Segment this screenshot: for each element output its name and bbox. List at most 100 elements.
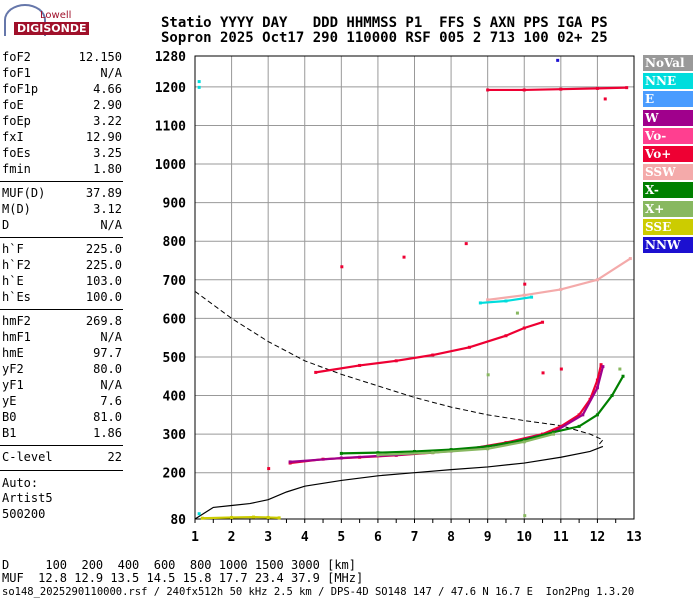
param-value: 3.25: [93, 146, 122, 160]
param-row: fxI 12.90: [2, 130, 122, 146]
param-row: foF1p 4.66: [2, 82, 122, 98]
y-tick-label: 500: [163, 351, 187, 366]
param-value: 4.66: [93, 82, 122, 96]
param-row: foE 2.90: [2, 98, 122, 114]
echo-point: [577, 413, 581, 417]
param-key: h`F2: [2, 258, 31, 272]
legend-item: NNW: [643, 237, 693, 253]
echo-point: [467, 345, 471, 349]
noise-point: [515, 311, 519, 315]
echo-point: [552, 430, 556, 434]
echo-point: [621, 374, 625, 378]
noise-point: [603, 97, 607, 101]
echo-point: [288, 460, 292, 464]
param-value: N/A: [100, 66, 122, 80]
noise-point: [197, 512, 201, 516]
echo-point: [522, 293, 526, 297]
param-key: foF1p: [2, 82, 39, 96]
legend-item: Vo+: [643, 146, 693, 162]
param-row: foF1 N/A: [2, 66, 122, 82]
param-key: foEp: [2, 114, 31, 128]
echo-point: [431, 451, 435, 455]
x-tick-label: 6: [374, 530, 382, 545]
param-key: fmin: [2, 162, 31, 176]
param-key: MUF(D): [2, 186, 46, 200]
echo-point: [599, 363, 603, 367]
echo-point: [358, 363, 362, 367]
echo-point: [504, 299, 508, 303]
param-row: B1 1.86: [2, 426, 122, 442]
noise-point: [523, 514, 527, 518]
param-value: 2.90: [93, 98, 122, 112]
echo-point: [376, 453, 380, 457]
param-value: N/A: [100, 378, 122, 392]
echo-point: [266, 515, 270, 519]
echo-trace: [486, 257, 632, 301]
y-tick-label: 1000: [155, 158, 186, 173]
param-value: 22: [107, 450, 122, 464]
echo-point: [595, 278, 599, 282]
noise-point: [402, 255, 406, 259]
echo-point: [522, 438, 526, 442]
echo-trace: [289, 365, 605, 463]
echo-point: [486, 444, 490, 448]
param-value: 100.0: [85, 290, 122, 304]
echo-point: [577, 424, 581, 428]
echo-point: [478, 301, 482, 305]
param-row: foF2 12.150: [2, 50, 122, 66]
echo-point: [581, 413, 585, 417]
param-key: foF1: [2, 66, 31, 80]
echo-trace: [314, 321, 544, 374]
echo-point: [530, 295, 534, 299]
y-tick-label: 1100: [155, 119, 186, 134]
echo-point: [595, 378, 599, 382]
legend-item: SSW: [643, 164, 693, 181]
echo-point: [486, 88, 490, 92]
x-tick-label: 3: [264, 530, 272, 545]
param-row: D N/A: [2, 218, 122, 234]
param-value: N/A: [100, 330, 122, 344]
param-key: B0: [2, 410, 17, 424]
separator: [0, 309, 123, 310]
noise-point: [197, 80, 201, 84]
noise-point: [541, 371, 545, 375]
y-tick-label: 300: [163, 428, 187, 443]
param-key: yF1: [2, 378, 24, 392]
y-tick-label: 1200: [155, 81, 186, 96]
param-key: h`F: [2, 242, 24, 256]
x-tick-label: 9: [484, 530, 492, 545]
echo-point: [595, 86, 599, 90]
noise-point: [197, 85, 201, 89]
param-value: N/A: [100, 218, 122, 232]
noise-point: [556, 58, 560, 62]
param-value: 7.6: [100, 394, 122, 408]
header-line-2: Sopron 2025 Oct17 290 110000 RSF 005 2 7…: [161, 30, 608, 46]
y-tick-label: 1280: [155, 50, 186, 65]
echo-point: [486, 298, 490, 302]
echo-point: [552, 432, 556, 436]
param-key: foE: [2, 98, 24, 112]
param-row: M(D) 3.12: [2, 202, 122, 218]
echo-point: [252, 515, 256, 519]
noise-point: [559, 367, 563, 371]
param-value: 3.12: [93, 202, 122, 216]
param-key: foF2: [2, 50, 31, 64]
param-value: 12.150: [78, 50, 122, 64]
param-value: 225.0: [85, 258, 122, 272]
param-key: B1: [2, 426, 17, 440]
echo-point: [431, 353, 435, 357]
param-key: yE: [2, 394, 17, 408]
param-value: 1.80: [93, 162, 122, 176]
param-row: yE 7.6: [2, 394, 122, 410]
echo-point: [625, 86, 629, 90]
echo-point: [522, 88, 526, 92]
echo-point: [486, 447, 490, 451]
legend-item: Vo-: [643, 127, 693, 144]
legend-item: E: [643, 91, 693, 108]
echo-point: [595, 413, 599, 417]
echo-point: [559, 87, 563, 91]
echo-point: [610, 394, 614, 398]
ionogram-chart: 1 2 3 4 5 6 7 8 9 10 11 12 1380200300400500600700800…: [155, 50, 642, 545]
legend-item: NoVal: [643, 55, 693, 71]
echo-trace: [486, 86, 628, 92]
